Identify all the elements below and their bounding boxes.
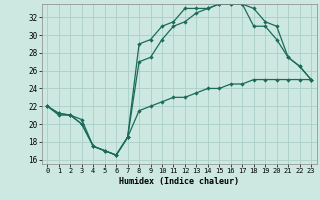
X-axis label: Humidex (Indice chaleur): Humidex (Indice chaleur)	[119, 177, 239, 186]
